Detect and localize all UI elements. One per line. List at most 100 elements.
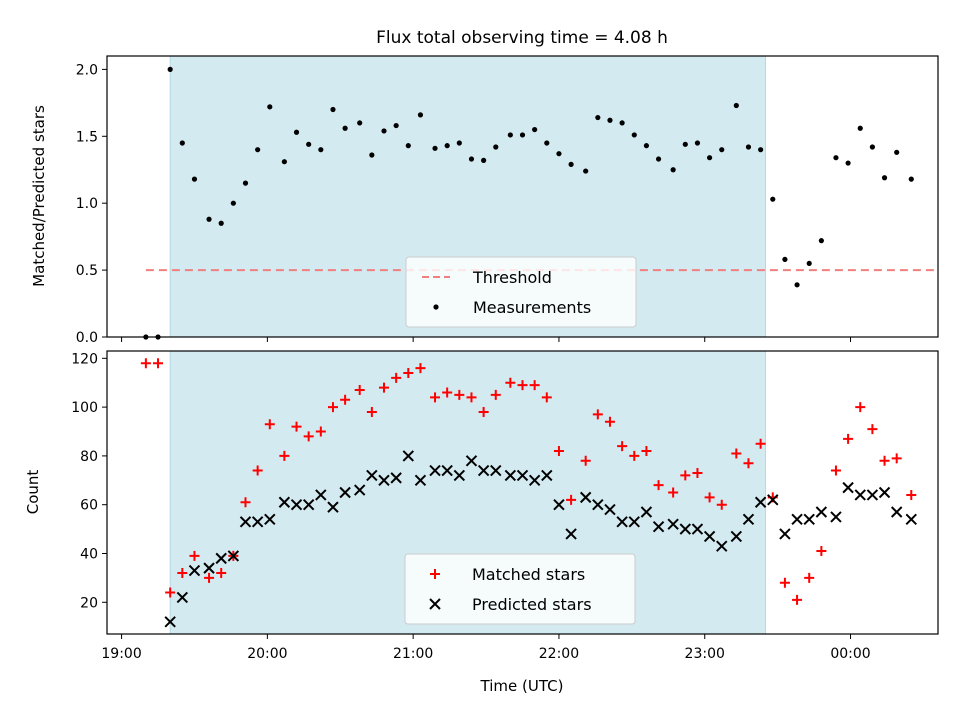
measurements-point bbox=[357, 120, 363, 126]
predicted-stars-point bbox=[327, 501, 339, 513]
predicted-stars-point bbox=[402, 450, 415, 462]
measurements-point bbox=[481, 157, 487, 163]
predicted-stars-point bbox=[278, 496, 291, 508]
predicted-stars-point bbox=[616, 516, 628, 528]
matched-stars-point bbox=[303, 431, 314, 442]
count-y-tick-label: 120 bbox=[71, 351, 98, 367]
matched-stars-point bbox=[779, 577, 790, 588]
measurements-point bbox=[507, 132, 513, 138]
measurements-point bbox=[267, 104, 273, 110]
count-panel: Count 20 40 60 80 100 120 19:00 20:00 21:00 22:00… bbox=[24, 350, 939, 662]
matched-stars-point bbox=[743, 458, 754, 469]
matched-stars-point bbox=[604, 416, 615, 427]
matched-stars-point bbox=[204, 572, 215, 583]
matched-stars-point bbox=[442, 387, 453, 398]
measurements-point bbox=[532, 126, 538, 133]
matched-stars-point bbox=[592, 409, 603, 420]
measurements-point bbox=[281, 159, 287, 165]
measurements-point bbox=[655, 156, 662, 162]
matched-stars-point bbox=[315, 426, 326, 437]
matched-stars-point bbox=[517, 380, 528, 391]
x-tick-label: 21:00 bbox=[393, 646, 433, 662]
matched-stars-point bbox=[792, 594, 803, 605]
matched-stars-point bbox=[177, 568, 188, 579]
predicted-stars-point bbox=[453, 469, 466, 482]
matched-stars-point bbox=[189, 550, 200, 561]
predicted-stars-point bbox=[767, 494, 779, 506]
predicted-stars-point bbox=[604, 503, 616, 516]
matched-stars-point bbox=[264, 419, 275, 430]
measurements-point bbox=[556, 151, 562, 157]
measurements-point bbox=[670, 167, 676, 173]
measurements-point bbox=[342, 125, 348, 131]
measurements-point bbox=[293, 129, 300, 135]
count-y-tick-label: 40 bbox=[80, 546, 98, 562]
matched-stars-point bbox=[804, 572, 815, 583]
x-tick-label: 20:00 bbox=[247, 646, 287, 662]
measurements-point bbox=[881, 175, 888, 181]
matched-stars-point bbox=[366, 406, 377, 417]
matched-stars-point bbox=[867, 424, 878, 435]
measurements-point bbox=[643, 143, 650, 149]
measurements-point bbox=[519, 132, 526, 138]
matched-stars-point bbox=[855, 402, 866, 413]
measurements-point bbox=[733, 102, 739, 109]
measurements-point bbox=[595, 114, 601, 121]
predicted-stars-point bbox=[239, 516, 252, 528]
predicted-stars-point bbox=[579, 491, 592, 504]
measurements-point bbox=[255, 147, 261, 153]
predicted-stars-point bbox=[429, 464, 441, 477]
predicted-stars-point bbox=[227, 550, 240, 562]
count-legend: Matched stars Predicted stars bbox=[404, 553, 636, 625]
predicted-stars-point bbox=[528, 474, 541, 487]
predicted-stars-point bbox=[652, 520, 665, 533]
measurements-point bbox=[568, 161, 574, 167]
ratio-axes-frame bbox=[106, 55, 939, 338]
predicted-stars-point bbox=[290, 498, 303, 511]
predicted-stars-point bbox=[176, 591, 189, 604]
measurements-point bbox=[369, 152, 375, 158]
matched-stars-point bbox=[580, 455, 591, 466]
measurements-point bbox=[770, 196, 776, 202]
x-axis-label: Time (UTC) bbox=[480, 677, 564, 695]
ratio-panel: Matched/Predicted stars 0.0 0.5 1.0 1.5 2.0 T… bbox=[30, 55, 939, 346]
legend-matched-stars-label: Matched stars bbox=[472, 565, 585, 584]
ratio-legend: Threshold Measurements bbox=[405, 256, 637, 328]
matched-stars-point bbox=[391, 372, 402, 383]
predicted-stars-point bbox=[890, 506, 903, 518]
predicted-stars-point bbox=[215, 552, 227, 565]
predicted-stars-point bbox=[878, 486, 891, 499]
measurements-point bbox=[544, 140, 550, 146]
matched-stars-point bbox=[165, 587, 176, 598]
legend-measurements-label: Measurements bbox=[473, 298, 591, 317]
measurements-point bbox=[794, 282, 800, 288]
predicted-stars-point bbox=[414, 474, 427, 487]
matched-stars-point bbox=[879, 455, 890, 466]
ratio-y-tick-label: 1.0 bbox=[76, 196, 98, 212]
matched-stars-point bbox=[216, 568, 227, 579]
measurements-point bbox=[330, 106, 336, 113]
matched-stars-point bbox=[140, 358, 151, 369]
predicted-stars-point bbox=[490, 464, 502, 477]
predicted-stars-point bbox=[842, 481, 854, 494]
measurements-point bbox=[393, 122, 399, 129]
predicted-stars-point bbox=[691, 523, 704, 535]
predicted-stars-point bbox=[477, 464, 490, 477]
predicted-stars-point bbox=[803, 513, 815, 526]
measurements-point bbox=[456, 140, 462, 146]
matched-stars-point bbox=[891, 453, 902, 464]
predicted-stars-point bbox=[353, 484, 366, 496]
measurements-point bbox=[719, 147, 725, 153]
predicted-stars-point bbox=[866, 489, 879, 501]
matched-stars-point bbox=[629, 450, 640, 461]
matched-stars-point bbox=[692, 467, 703, 478]
matched-stars-point bbox=[716, 499, 727, 510]
measurements-point bbox=[179, 140, 185, 146]
matched-stars-point bbox=[541, 392, 552, 403]
measurements-point bbox=[845, 160, 851, 166]
matched-stars-point bbox=[680, 470, 691, 481]
predicted-stars-point bbox=[541, 469, 553, 482]
measurements-point bbox=[782, 256, 788, 262]
predicted-stars-point bbox=[164, 616, 176, 628]
predicted-stars-point bbox=[378, 474, 390, 487]
